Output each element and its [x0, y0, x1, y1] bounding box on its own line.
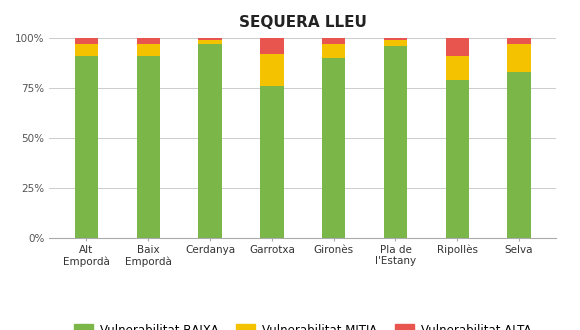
Bar — [136, 56, 160, 238]
Bar — [198, 40, 222, 44]
Bar — [198, 38, 222, 40]
Bar — [445, 80, 469, 238]
Bar — [75, 38, 98, 44]
Bar — [384, 38, 407, 40]
Bar — [508, 72, 531, 238]
Bar — [322, 44, 346, 58]
Bar — [508, 38, 531, 44]
Bar — [260, 54, 284, 86]
Bar — [260, 38, 284, 54]
Bar — [445, 38, 469, 56]
Legend: Vulnerabilitat BAIXA, Vulnerabilitat MITJA, Vulnerabilitat ALTA: Vulnerabilitat BAIXA, Vulnerabilitat MIT… — [69, 319, 536, 330]
Bar — [322, 58, 346, 238]
Bar — [445, 56, 469, 80]
Bar — [322, 38, 346, 44]
Bar — [384, 40, 407, 46]
Bar — [198, 44, 222, 238]
Bar — [136, 38, 160, 44]
Title: SEQUERA LLEU: SEQUERA LLEU — [239, 15, 367, 30]
Bar — [75, 56, 98, 238]
Bar — [136, 44, 160, 56]
Bar — [508, 44, 531, 72]
Bar — [260, 86, 284, 238]
Bar — [384, 46, 407, 238]
Bar — [75, 44, 98, 56]
